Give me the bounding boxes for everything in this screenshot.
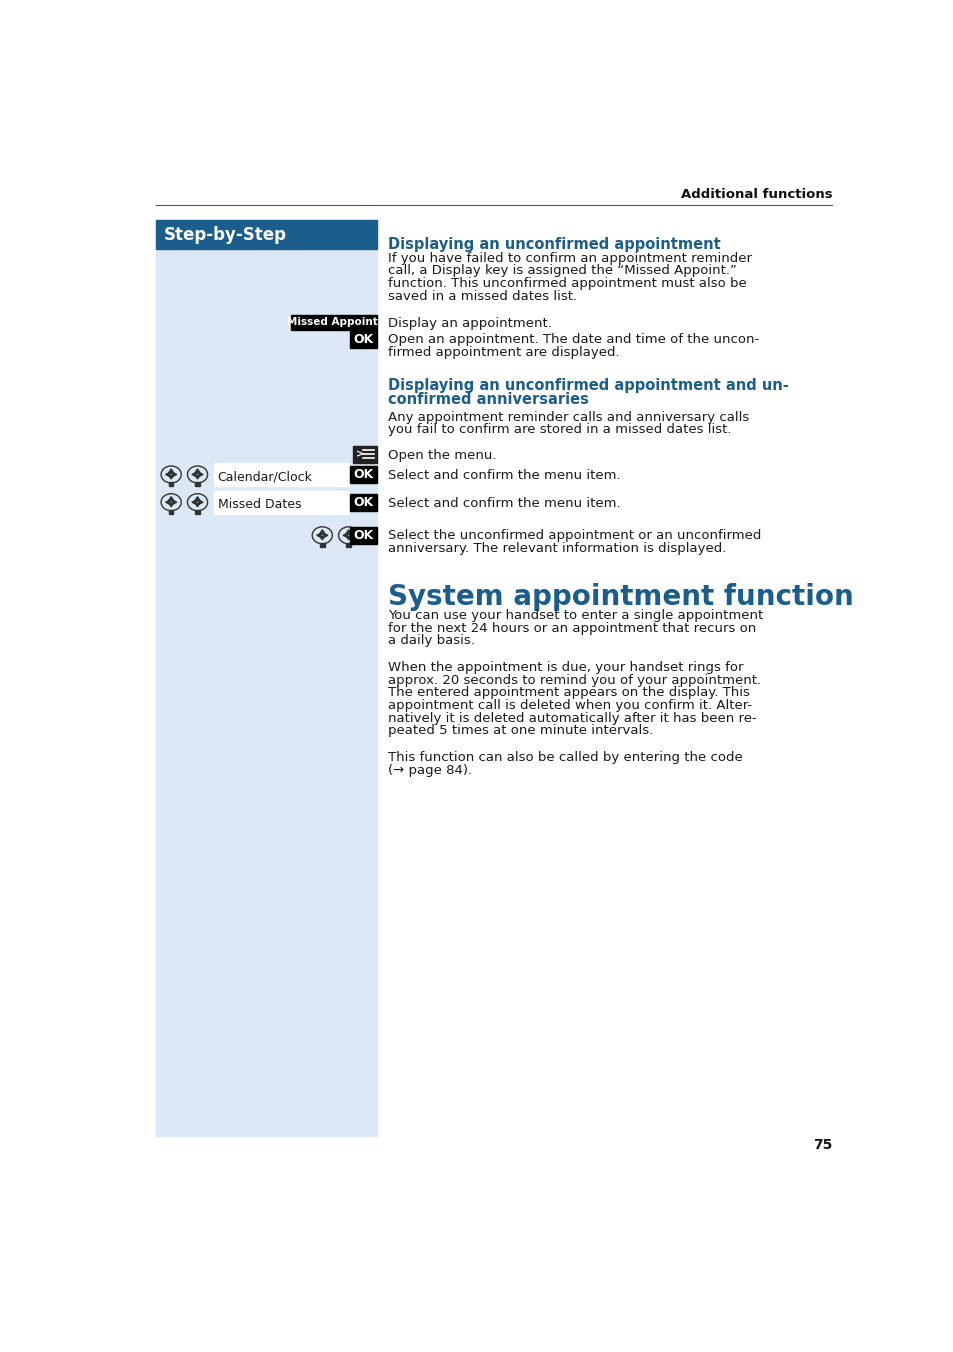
Text: >: > xyxy=(356,449,364,460)
Bar xyxy=(319,544,324,546)
Text: anniversary. The relevant information is displayed.: anniversary. The relevant information is… xyxy=(388,542,726,554)
Text: If you have failed to confirm an appointment reminder: If you have failed to confirm an appoint… xyxy=(388,251,751,265)
Bar xyxy=(169,483,173,485)
Polygon shape xyxy=(195,476,199,479)
Text: Step-by-Step: Step-by-Step xyxy=(163,226,286,243)
Text: natively it is deleted automatically after it has been re-: natively it is deleted automatically aft… xyxy=(388,711,756,725)
Text: saved in a missed dates list.: saved in a missed dates list. xyxy=(388,289,577,303)
Bar xyxy=(195,510,199,514)
Polygon shape xyxy=(172,500,176,504)
Polygon shape xyxy=(168,496,173,502)
Bar xyxy=(291,315,376,330)
Bar xyxy=(350,493,376,511)
Text: OK: OK xyxy=(353,333,374,346)
Text: peated 5 times at one minute intervals.: peated 5 times at one minute intervals. xyxy=(388,725,653,737)
Polygon shape xyxy=(346,537,351,539)
Bar xyxy=(353,446,376,462)
Text: function. This unconfirmed appointment must also be: function. This unconfirmed appointment m… xyxy=(388,277,746,289)
Text: Open an appointment. The date and time of the uncon-: Open an appointment. The date and time o… xyxy=(388,333,759,346)
Text: Missed Dates: Missed Dates xyxy=(217,499,301,511)
Text: 75: 75 xyxy=(812,1138,831,1152)
Polygon shape xyxy=(319,530,325,534)
Bar xyxy=(350,331,376,347)
Bar xyxy=(195,483,199,485)
Text: (→ page 84).: (→ page 84). xyxy=(388,764,472,776)
Polygon shape xyxy=(194,496,200,502)
Text: Select and confirm the menu item.: Select and confirm the menu item. xyxy=(388,469,620,483)
Bar xyxy=(350,466,376,483)
Polygon shape xyxy=(172,472,176,477)
Text: call, a Display key is assigned the “Missed Appoint.”: call, a Display key is assigned the “Mis… xyxy=(388,264,737,277)
Text: The entered appointment appears on the display. This: The entered appointment appears on the d… xyxy=(388,687,749,699)
Polygon shape xyxy=(194,469,200,473)
Bar xyxy=(213,491,349,514)
Text: Calendar/Clock: Calendar/Clock xyxy=(217,470,313,484)
Bar xyxy=(346,544,351,546)
Polygon shape xyxy=(166,472,170,477)
Polygon shape xyxy=(169,503,173,507)
Text: for the next 24 hours or an appointment that recurs on: for the next 24 hours or an appointment … xyxy=(388,622,756,634)
Bar xyxy=(169,510,173,514)
Polygon shape xyxy=(343,533,347,538)
Bar xyxy=(350,527,376,544)
Text: Select the unconfirmed appointment or an unconfirmed: Select the unconfirmed appointment or an… xyxy=(388,529,760,542)
Polygon shape xyxy=(323,533,328,538)
Polygon shape xyxy=(320,537,324,539)
Text: confirmed anniversaries: confirmed anniversaries xyxy=(388,392,588,407)
Polygon shape xyxy=(346,530,351,534)
Bar xyxy=(155,220,376,1136)
Text: Displaying an unconfirmed appointment and un-: Displaying an unconfirmed appointment an… xyxy=(388,379,788,393)
Polygon shape xyxy=(169,476,173,479)
Text: Display an appointment.: Display an appointment. xyxy=(388,318,552,330)
Bar xyxy=(213,462,349,485)
Text: This function can also be called by entering the code: This function can also be called by ente… xyxy=(388,750,742,764)
Text: OK: OK xyxy=(353,529,374,542)
Text: Open the menu.: Open the menu. xyxy=(388,449,497,462)
Text: Select and confirm the menu item.: Select and confirm the menu item. xyxy=(388,498,620,510)
Text: OK: OK xyxy=(353,468,374,481)
Text: approx. 20 seconds to remind you of your appointment.: approx. 20 seconds to remind you of your… xyxy=(388,673,760,687)
Text: Any appointment reminder calls and anniversary calls: Any appointment reminder calls and anniv… xyxy=(388,411,749,423)
Text: firmed appointment are displayed.: firmed appointment are displayed. xyxy=(388,346,619,358)
Text: you fail to confirm are stored in a missed dates list.: you fail to confirm are stored in a miss… xyxy=(388,423,731,437)
Polygon shape xyxy=(350,533,354,538)
Text: Missed Appoint.: Missed Appoint. xyxy=(286,318,381,327)
Polygon shape xyxy=(192,500,196,504)
Text: OK: OK xyxy=(353,496,374,508)
Text: You can use your handset to enter a single appointment: You can use your handset to enter a sing… xyxy=(388,608,762,622)
Text: System appointment function: System appointment function xyxy=(388,583,853,611)
Polygon shape xyxy=(168,469,173,473)
Polygon shape xyxy=(192,472,196,477)
Text: a daily basis.: a daily basis. xyxy=(388,634,475,648)
Text: When the appointment is due, your handset rings for: When the appointment is due, your handse… xyxy=(388,661,743,673)
Polygon shape xyxy=(316,533,321,538)
Text: Additional functions: Additional functions xyxy=(679,188,831,200)
Polygon shape xyxy=(198,472,203,477)
Polygon shape xyxy=(195,503,199,507)
Bar xyxy=(155,220,376,249)
Polygon shape xyxy=(166,500,170,504)
Polygon shape xyxy=(198,500,203,504)
Text: Displaying an unconfirmed appointment: Displaying an unconfirmed appointment xyxy=(388,237,720,251)
Text: appointment call is deleted when you confirm it. Alter-: appointment call is deleted when you con… xyxy=(388,699,752,713)
